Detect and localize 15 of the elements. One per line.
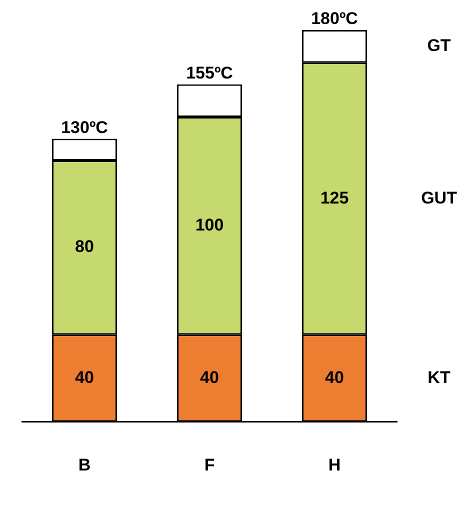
text: KT — [428, 368, 451, 387]
x-tick-label: H — [328, 455, 341, 474]
x-tick-label: F — [204, 455, 215, 474]
total-label: 155ºC — [186, 64, 233, 83]
x-tick-label: B — [78, 455, 91, 474]
total-label: 180ºC — [311, 9, 358, 28]
data-label: 40 — [325, 368, 344, 387]
data-label: 125 — [320, 188, 349, 208]
data-label: 40 — [75, 368, 94, 387]
data-label: 40 — [200, 368, 219, 387]
total-label: 130ºC — [61, 118, 108, 137]
text: GUT — [421, 188, 458, 208]
text: GT — [427, 36, 452, 56]
data-label: 80 — [75, 237, 94, 256]
data-label: 100 — [195, 215, 224, 234]
